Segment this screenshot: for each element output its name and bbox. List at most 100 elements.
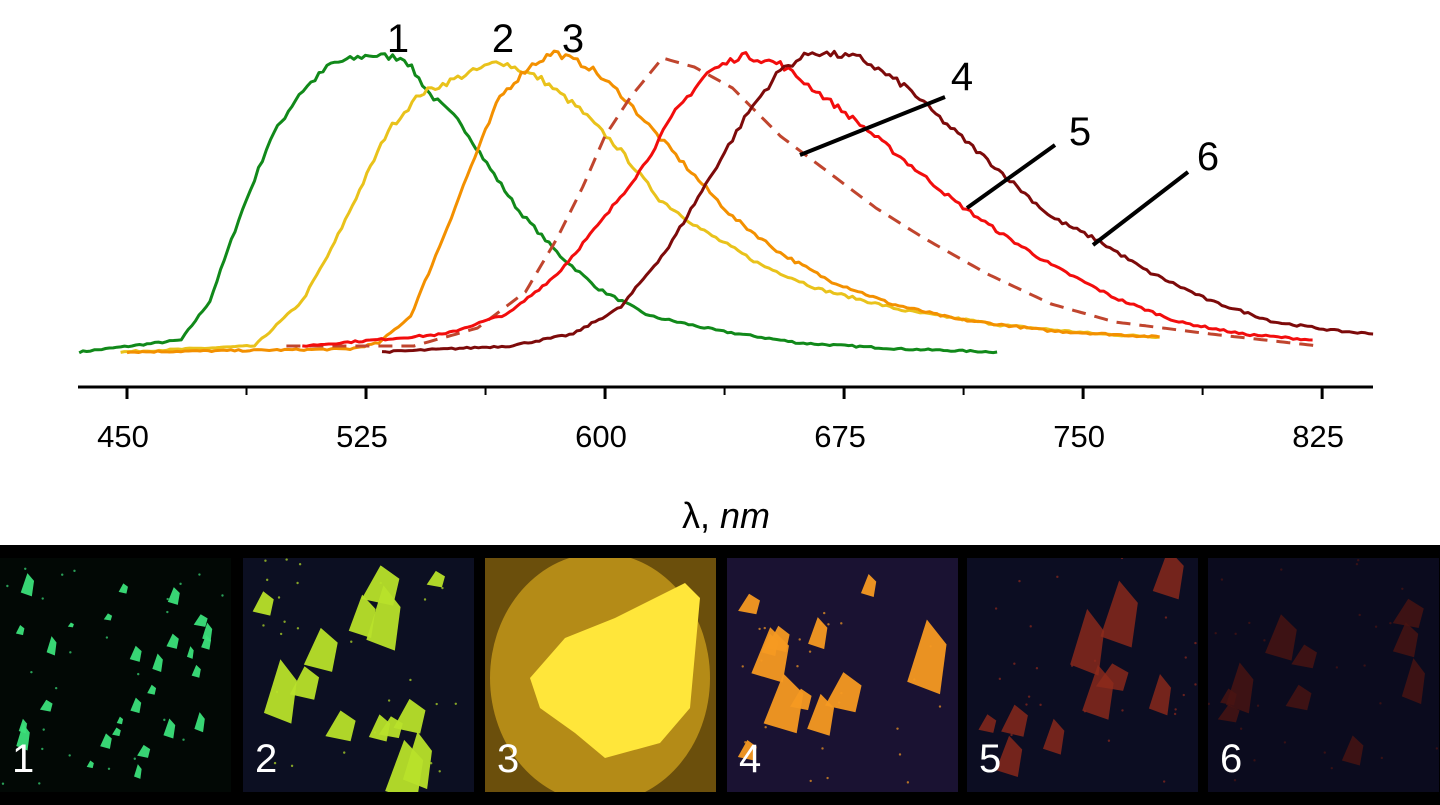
speck [1039, 703, 1042, 707]
series-line-1 [78, 52, 998, 355]
crystal [907, 619, 947, 695]
speck [1010, 733, 1013, 737]
crystal [1082, 664, 1114, 720]
curve-label-2: 2 [492, 17, 514, 61]
curve-label-5: 5 [1069, 110, 1091, 154]
speck [1283, 741, 1287, 744]
speck [763, 626, 766, 630]
speck [840, 622, 843, 625]
crystal [118, 583, 128, 594]
speck [179, 582, 182, 586]
x-axis-symbol: λ, [682, 495, 720, 536]
crystal-photo-4 [727, 558, 958, 792]
speck [1374, 625, 1378, 628]
speck [283, 620, 286, 623]
speck [764, 725, 767, 729]
crystal [16, 723, 30, 751]
speck [61, 573, 64, 576]
speck [1363, 664, 1366, 667]
speck [1164, 616, 1168, 619]
crystal [1392, 598, 1424, 628]
crystal [1148, 673, 1172, 716]
speck [409, 678, 412, 682]
speck [906, 781, 910, 784]
speck [1120, 558, 1124, 560]
crystal-photo-5 [967, 558, 1198, 792]
speck [744, 741, 747, 744]
speck [133, 757, 136, 760]
crystal-photo-2 [243, 558, 474, 792]
crystal [303, 627, 338, 672]
speck [70, 623, 74, 626]
photo-label: 1 [12, 737, 35, 781]
photo-label: 5 [979, 737, 1002, 781]
crystal [152, 653, 163, 673]
speck [1263, 639, 1266, 642]
speck [42, 728, 45, 731]
crystal [86, 760, 94, 769]
leader-line-4 [799, 95, 946, 157]
speck [994, 607, 998, 610]
speck [435, 702, 438, 706]
speck [808, 650, 812, 653]
speck [30, 670, 33, 674]
crystal [186, 646, 194, 659]
speck [277, 596, 281, 599]
crystal [252, 591, 274, 616]
series-line-2 [120, 60, 1160, 354]
photo-panel-6: 6 [1208, 558, 1439, 792]
crystal [1225, 662, 1254, 714]
speck [198, 573, 201, 576]
crystal [978, 714, 997, 733]
series-line-3 [126, 49, 1160, 355]
speck [41, 597, 44, 600]
x-axis-ticks [125, 387, 1324, 399]
crystal [737, 739, 757, 761]
speck [296, 627, 300, 630]
speck [938, 705, 942, 708]
speck [840, 691, 843, 695]
speck [1083, 710, 1087, 713]
crystal [808, 617, 828, 650]
spectra-curves [78, 49, 1374, 355]
crystal [1401, 658, 1425, 705]
photo-panel-3: 3 [485, 558, 716, 792]
speck [1389, 621, 1392, 625]
crystal [738, 593, 760, 615]
speck [423, 598, 427, 601]
speck [298, 563, 302, 566]
crystal [130, 697, 142, 714]
speck [819, 622, 823, 625]
speck [73, 569, 76, 573]
crystal [1265, 614, 1297, 661]
speck [107, 767, 111, 770]
speck [1027, 695, 1031, 698]
crystal [134, 764, 142, 779]
speck [809, 779, 812, 783]
crystal [393, 698, 426, 734]
crystal [129, 645, 142, 662]
speck [826, 776, 829, 780]
speck [296, 581, 299, 585]
speck [105, 636, 109, 639]
speck [54, 686, 58, 690]
speck [1013, 662, 1016, 665]
speck [1435, 747, 1439, 750]
x-tick-label: 675 [814, 419, 866, 454]
crystal [1285, 684, 1312, 711]
crystal [289, 666, 320, 700]
speck [760, 659, 763, 662]
speck [821, 747, 824, 750]
photo-label: 6 [1220, 737, 1243, 781]
crystal [263, 659, 297, 724]
crystal [15, 624, 25, 636]
speck [290, 764, 294, 768]
speck [998, 677, 1002, 681]
speck [273, 761, 277, 765]
curve-label-6: 6 [1197, 135, 1219, 179]
crystal [1070, 608, 1105, 676]
speck [285, 558, 288, 561]
speck [1025, 703, 1028, 706]
crystal [100, 733, 112, 749]
x-axis-title: λ, nm [682, 495, 770, 536]
